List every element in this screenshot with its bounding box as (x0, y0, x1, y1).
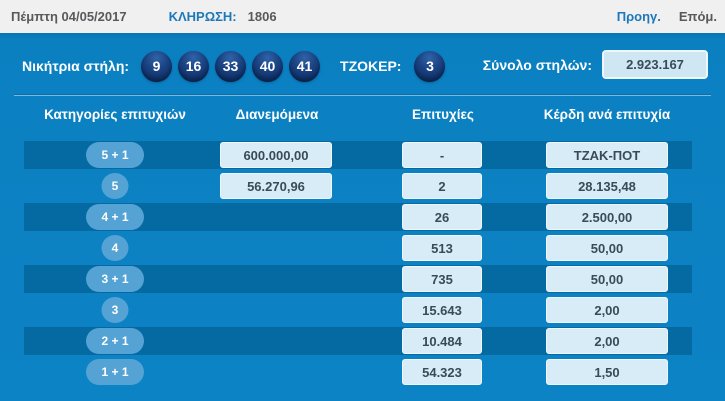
draw-number: 1806 (247, 9, 277, 24)
col-header-prize: Κέρδη ανά επιτυχία (543, 107, 671, 122)
winning-ball-2: 16 (178, 50, 210, 82)
category-badge: 5 + 1 (86, 142, 144, 168)
joker-label: ΤΖΟΚΕΡ: (340, 58, 402, 74)
winning-ball-5: 41 (289, 50, 321, 82)
distributed-value: 600.000,00 (220, 142, 332, 168)
col-header-distributed: Διανεμόμενα (235, 107, 319, 122)
next-draw-link[interactable]: Επόμ. (678, 9, 717, 24)
table-row: 5 + 1 600.000,00 - ΤΖΑΚ-ΠΟΤ (24, 141, 692, 169)
topbar: Πέμπτη 04/05/2017 ΚΛΗΡΩΣΗ: 1806 Προηγ. Ε… (0, 0, 725, 33)
total-columns-label: Σύνολο στηλών: (482, 56, 592, 73)
total-columns-wrap: Σύνολο στηλών: 2.923.167 (483, 50, 708, 79)
section-divider (14, 95, 711, 96)
prize-value: 1,50 (546, 359, 668, 385)
total-columns-value: 2.923.167 (602, 50, 708, 79)
winners-value: 2 (402, 173, 482, 199)
prize-value: 28.135,48 (546, 173, 668, 199)
winning-ball-4: 40 (252, 50, 284, 82)
winners-value: 10.484 (402, 328, 482, 354)
table-row: 3 + 1 735 50,00 (24, 265, 692, 293)
joker-ball: 3 (414, 50, 446, 82)
winning-ball-1: 9 (141, 50, 173, 82)
table-row: 4 + 1 26 2.500,00 (24, 203, 692, 231)
winners-value: 513 (402, 235, 482, 261)
distributed-value: 56.270,96 (220, 173, 332, 199)
draw-label: ΚΛΗΡΩΣΗ: (168, 9, 237, 24)
table-header-row: Κατηγορίες επιτυχιών Διανεμόμενα Επιτυχί… (24, 107, 692, 127)
winners-value: 15.643 (402, 297, 482, 323)
col-header-winners: Επιτυχίες (412, 107, 474, 122)
category-badge: 4 (101, 235, 129, 261)
prize-value: ΤΖΑΚ-ΠΟΤ (546, 142, 668, 168)
category-badge: 2 + 1 (86, 328, 144, 354)
category-badge: 3 + 1 (86, 266, 144, 292)
prize-value: 50,00 (546, 235, 668, 261)
table-row: 2 + 1 10.484 2,00 (24, 327, 692, 355)
category-badge: 5 (101, 173, 129, 199)
prize-value: 2,00 (546, 297, 668, 323)
winners-value: 26 (402, 204, 482, 230)
winning-column-label: Νικήτρια στήλη: (22, 58, 130, 74)
winners-value: - (402, 142, 482, 168)
prize-value: 2.500,00 (546, 204, 668, 230)
winning-ball-3: 33 (215, 50, 247, 82)
previous-draw-link[interactable]: Προηγ. (616, 9, 661, 24)
col-header-categories: Κατηγορίες επιτυχιών (44, 107, 186, 122)
draw-date: Πέμπτη 04/05/2017 (11, 9, 127, 24)
table-row: 1 + 1 54.323 1,50 (24, 358, 692, 386)
category-badge: 1 + 1 (86, 359, 144, 385)
table-row: 5 56.270,96 2 28.135,48 (24, 172, 692, 200)
winners-value: 735 (402, 266, 482, 292)
winners-value: 54.323 (402, 359, 482, 385)
category-badge: 4 + 1 (86, 204, 144, 230)
results-panel: Νικήτρια στήλη: 9 16 33 40 41 ΤΖΟΚΕΡ: 3 … (0, 33, 725, 401)
winning-numbers-row: Νικήτρια στήλη: 9 16 33 40 41 ΤΖΟΚΕΡ: 3 (0, 48, 725, 84)
prize-value: 2,00 (546, 328, 668, 354)
table-row: 3 15.643 2,00 (24, 296, 692, 324)
category-badge: 3 (101, 297, 129, 323)
table-row: 4 513 50,00 (24, 234, 692, 262)
prize-value: 50,00 (546, 266, 668, 292)
